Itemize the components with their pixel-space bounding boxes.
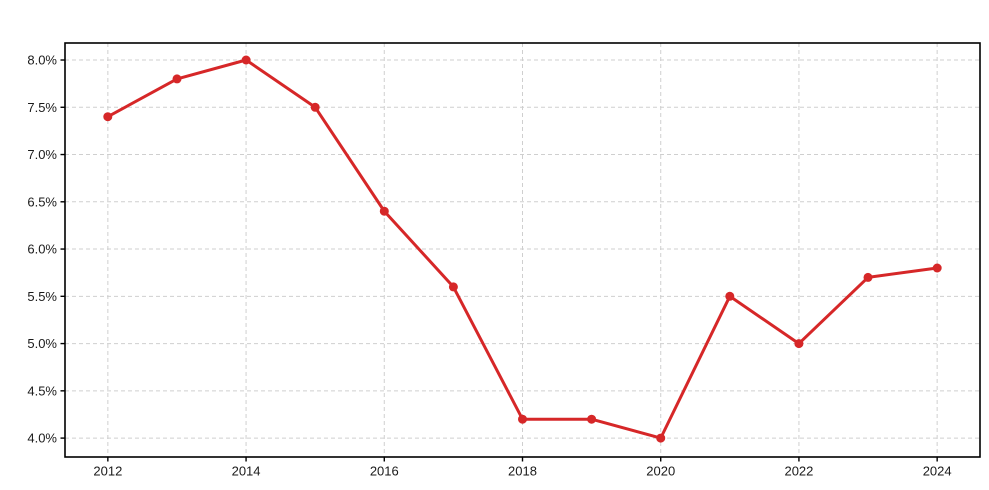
x-axis-tick-label: 2014 bbox=[232, 464, 261, 479]
y-axis-tick-label: 4.5% bbox=[27, 383, 57, 398]
data-point-marker bbox=[794, 339, 804, 349]
x-axis-tick-label: 2012 bbox=[93, 464, 122, 479]
data-point-marker bbox=[863, 272, 873, 282]
y-axis-tick-label: 5.5% bbox=[27, 289, 57, 304]
y-axis-tick-label: 4.0% bbox=[27, 431, 57, 446]
data-point-marker bbox=[448, 282, 458, 292]
axes-spines bbox=[64, 42, 981, 458]
y-axis-tick-label: 6.5% bbox=[27, 194, 57, 209]
y-axis-tick-label: 7.5% bbox=[27, 100, 57, 115]
x-axis-tick-label: 2018 bbox=[508, 464, 537, 479]
data-point-marker bbox=[518, 414, 527, 424]
x-axis-tick-label: 2016 bbox=[370, 464, 399, 479]
y-axis-tick-label: 5.0% bbox=[27, 336, 57, 351]
data-point-marker bbox=[103, 112, 113, 122]
data-point-marker bbox=[172, 74, 182, 84]
y-axis-tick-label: 8.0% bbox=[27, 53, 57, 68]
x-axis-tick-label: 2024 bbox=[923, 464, 952, 479]
data-point-marker bbox=[587, 414, 597, 424]
data-point-marker bbox=[725, 291, 735, 301]
data-point-marker bbox=[379, 206, 389, 216]
data-point-marker bbox=[241, 55, 251, 65]
y-axis-tick-label: 6.0% bbox=[27, 242, 57, 257]
y-axis-tick-label: 7.0% bbox=[27, 147, 57, 162]
x-axis-tick-label: 2020 bbox=[646, 464, 675, 479]
data-point-marker bbox=[932, 263, 942, 273]
data-point-marker bbox=[310, 102, 320, 112]
data-point-marker bbox=[656, 433, 666, 443]
x-axis-tick-label: 2022 bbox=[784, 464, 813, 479]
